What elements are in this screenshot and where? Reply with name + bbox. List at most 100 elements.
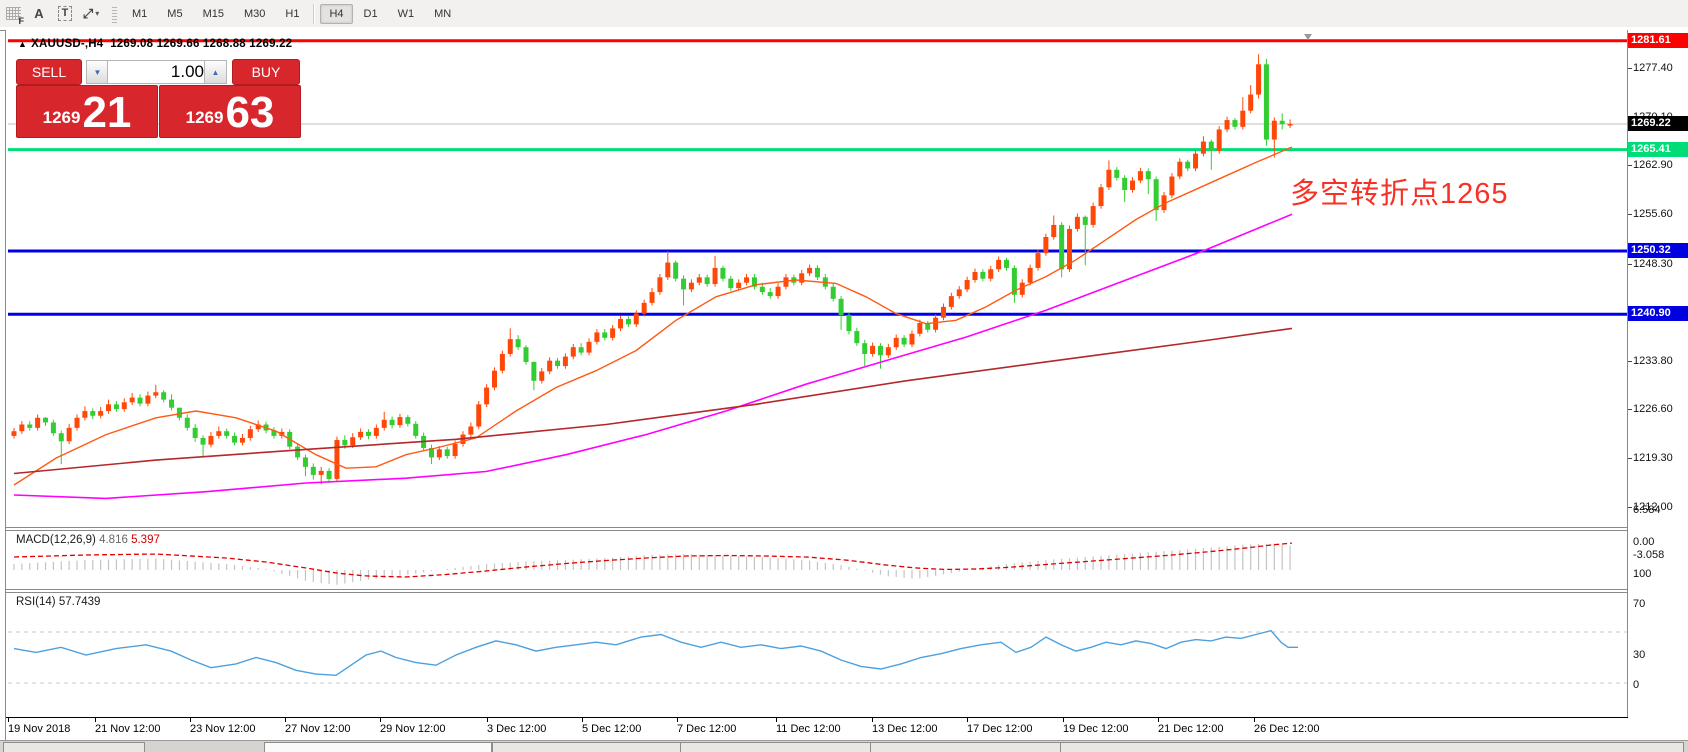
- candle-body: [1208, 141, 1214, 151]
- candle-body: [365, 431, 371, 436]
- time-axis-label: 21 Dec 12:00: [1158, 723, 1224, 735]
- timeframe-button-d1[interactable]: D1: [363, 7, 378, 20]
- timeframe-button-m1[interactable]: M1: [132, 7, 148, 20]
- candle-body: [681, 278, 687, 290]
- volume-decrement-button[interactable]: ▼: [86, 60, 109, 84]
- candle-body: [11, 431, 17, 436]
- candle-body: [192, 427, 198, 438]
- candle-body: [358, 431, 364, 438]
- rsi-axis-label: 70: [1633, 598, 1646, 610]
- candle-body: [1279, 120, 1285, 125]
- bid-price-box[interactable]: 1269 21: [16, 85, 158, 138]
- time-tick-mark: [1254, 718, 1255, 722]
- candle-body: [405, 417, 411, 424]
- candle-body: [1082, 216, 1088, 225]
- candle-body: [665, 262, 671, 278]
- timeframe-button-mn[interactable]: MN: [434, 7, 452, 20]
- macd-pane[interactable]: MACD(12,26,9) 4.816 5.397: [6, 531, 1627, 589]
- candle-body: [413, 423, 419, 436]
- time-scale[interactable]: 19 Nov 2018 21 Nov 12:00 23 Nov 12:00 27 No…: [6, 717, 1628, 742]
- chart-tab[interactable]: [3, 742, 145, 752]
- candle-body: [649, 292, 655, 303]
- candle-body: [602, 332, 608, 338]
- arrows-glyph: ⤢: [82, 5, 94, 21]
- toolbar-drag-handle[interactable]: [112, 4, 117, 23]
- rsi-pane[interactable]: RSI(14) 57.7439: [6, 593, 1627, 717]
- timeframe-button-m5[interactable]: M5: [167, 7, 183, 20]
- timeframe-button-h4[interactable]: H4: [320, 3, 353, 24]
- candle-body: [736, 282, 742, 289]
- candle-body: [996, 259, 1002, 270]
- time-axis-label: 7 Dec 12:00: [677, 723, 737, 735]
- price-scale[interactable]: 1277.401270.101262.901255.601248.301233.…: [1628, 30, 1688, 745]
- candle-body: [74, 417, 80, 428]
- buy-button[interactable]: BUY: [232, 59, 300, 85]
- candle-body: [759, 286, 765, 293]
- bid-pips: 21: [82, 88, 132, 137]
- timeframe-button-h1[interactable]: H1: [285, 7, 300, 20]
- volume-increment-button[interactable]: ▲: [204, 60, 227, 84]
- main-chart-pane[interactable]: ▲ XAUUSD-,H4 1269.08 1269.66 1268.88 1269…: [6, 30, 1627, 527]
- candle-body: [1137, 171, 1143, 181]
- time-tick-mark: [8, 718, 9, 722]
- chart-tab-active[interactable]: [264, 742, 492, 752]
- candle-body: [657, 277, 663, 293]
- macd-axis-label: 6.584: [1633, 504, 1661, 516]
- tab-divider: [870, 743, 871, 752]
- candle-body: [1027, 267, 1033, 283]
- cursor-arrows-icon[interactable]: ⤢ ▾: [79, 4, 103, 24]
- chart-tab-bar: [0, 740, 1688, 752]
- candle-body: [397, 417, 403, 426]
- candle-body: [751, 277, 757, 287]
- candle-body: [972, 271, 978, 281]
- timeframe-button-m30[interactable]: M30: [243, 7, 266, 20]
- rsi-separator-top: [5, 589, 1628, 590]
- candle-body: [523, 347, 529, 362]
- rsi-axis-label: 100: [1633, 568, 1652, 580]
- volume-input[interactable]: 1.00: [107, 60, 213, 84]
- chart-tab[interactable]: [492, 742, 1684, 752]
- candle-body: [389, 419, 395, 426]
- candle-body: [610, 328, 616, 338]
- candle-body: [570, 347, 576, 357]
- candle-body: [1051, 224, 1057, 237]
- price-badge: 1269.22: [1628, 115, 1688, 131]
- candle-body: [1106, 169, 1112, 188]
- candle-body: [318, 470, 324, 475]
- price-axis-label: 1255.60: [1628, 208, 1673, 221]
- sell-button[interactable]: SELL: [16, 59, 82, 85]
- candle-body: [1004, 259, 1010, 268]
- candle-body: [1185, 161, 1191, 169]
- candle-body: [515, 339, 521, 348]
- grid-glyph: [5, 7, 21, 20]
- time-tick-mark: [285, 718, 286, 722]
- chart-canvas[interactable]: [6, 30, 1627, 527]
- symbol-ohlc: 1269.08 1269.66 1268.88 1269.22: [110, 38, 293, 50]
- ask-price-box[interactable]: 1269 63: [159, 85, 301, 138]
- candle-body: [58, 433, 64, 442]
- letter-a-icon[interactable]: A: [34, 6, 44, 21]
- timeframe-button-w1[interactable]: W1: [397, 7, 415, 20]
- candle-body: [767, 292, 773, 297]
- candle-body: [255, 424, 261, 430]
- candle-body: [98, 411, 104, 416]
- indicator-window-icon[interactable]: F: [1, 4, 25, 26]
- candle-body: [594, 332, 600, 342]
- price-axis-label: 1248.30: [1628, 257, 1673, 270]
- chevron-down-icon[interactable]: ▾: [95, 9, 100, 18]
- candle-body: [1193, 153, 1199, 169]
- timeframe-button-m15[interactable]: M15: [202, 7, 224, 20]
- symbol-marker-icon: ▲: [18, 39, 28, 49]
- candle-body: [302, 457, 308, 467]
- candle-body: [50, 422, 56, 434]
- candle-body: [224, 431, 230, 436]
- chart-shift-marker-icon: [1304, 34, 1312, 40]
- text-label-icon[interactable]: T: [53, 4, 77, 24]
- macd-name: MACD(12,26,9): [16, 534, 96, 546]
- time-axis-label: 13 Dec 12:00: [872, 723, 938, 735]
- candle-body: [1216, 129, 1222, 151]
- time-axis-label: 19 Nov 2018: [8, 723, 71, 735]
- candle-body: [1177, 161, 1183, 177]
- ma-fast-line: [13, 146, 1293, 486]
- candle-body: [775, 286, 781, 297]
